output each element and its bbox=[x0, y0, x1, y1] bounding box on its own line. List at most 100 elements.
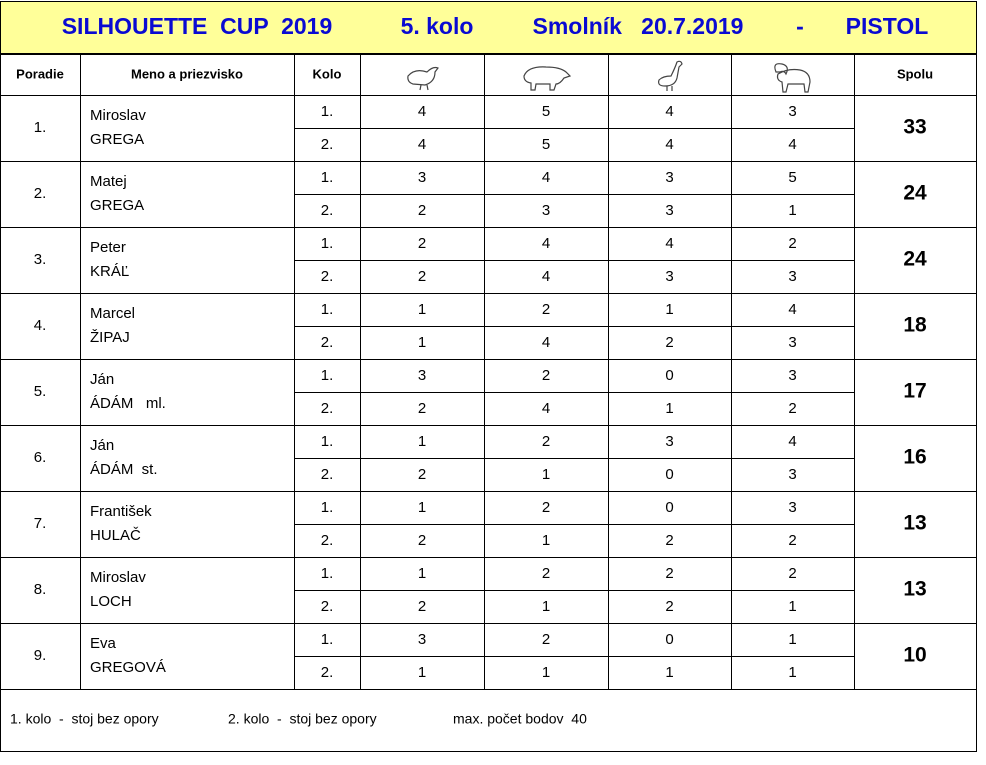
round-cell: 1. bbox=[321, 301, 334, 318]
last-name: GREGOVÁ bbox=[90, 659, 166, 676]
score-cell: 1 bbox=[788, 664, 796, 681]
score-cell: 1 bbox=[665, 664, 673, 681]
round-cell: 1. bbox=[321, 631, 334, 648]
score-cell: 5 bbox=[788, 169, 796, 186]
score-cell: 5 bbox=[542, 136, 550, 153]
round-cell: 1. bbox=[321, 499, 334, 516]
rank-cell: 9. bbox=[34, 647, 47, 664]
score-cell: 0 bbox=[665, 499, 673, 516]
last-name: GREGA bbox=[90, 131, 144, 148]
score-cell: 1 bbox=[542, 532, 550, 549]
rank-cell: 2. bbox=[34, 185, 47, 202]
icon-turkey bbox=[658, 60, 683, 91]
score-cell: 4 bbox=[788, 136, 796, 153]
score-cell: 3 bbox=[788, 466, 796, 483]
score-cell: 5 bbox=[542, 103, 550, 120]
score-cell: 1 bbox=[418, 499, 426, 516]
round-cell: 1. bbox=[321, 367, 334, 384]
score-cell: 2 bbox=[418, 235, 426, 252]
score-cell: 4 bbox=[418, 136, 426, 153]
rank-cell: 3. bbox=[34, 251, 47, 268]
score-cell: 1 bbox=[418, 334, 426, 351]
score-cell: 3 bbox=[788, 367, 796, 384]
score-cell: 2 bbox=[788, 400, 796, 417]
score-cell: 3 bbox=[418, 169, 426, 186]
score-cell: 2 bbox=[418, 202, 426, 219]
header-cell: Spolu bbox=[897, 66, 933, 81]
score-cell: 1 bbox=[665, 400, 673, 417]
total-cell: 17 bbox=[903, 380, 926, 403]
icon-ram bbox=[774, 63, 811, 93]
total-cell: 33 bbox=[903, 116, 926, 139]
score-cell: 1 bbox=[418, 664, 426, 681]
round-cell: 1. bbox=[321, 565, 334, 582]
last-name: ÁDÁM ml. bbox=[90, 395, 166, 412]
score-cell: 2 bbox=[542, 433, 550, 450]
score-cell: 3 bbox=[418, 631, 426, 648]
score-cell: 4 bbox=[788, 301, 796, 318]
first-name: Ján bbox=[90, 437, 114, 454]
title-part: PISTOL bbox=[846, 13, 929, 39]
footer-note: max. počet bodov 40 bbox=[453, 711, 587, 727]
icon-boar bbox=[523, 66, 572, 91]
score-cell: 4 bbox=[542, 334, 550, 351]
total-cell: 18 bbox=[903, 314, 927, 337]
score-cell: 1 bbox=[542, 598, 550, 615]
score-cell: 3 bbox=[418, 367, 426, 384]
score-cell: 2 bbox=[542, 631, 550, 648]
round-cell: 2. bbox=[321, 466, 334, 483]
score-cell: 3 bbox=[542, 202, 550, 219]
score-cell: 3 bbox=[665, 433, 673, 450]
score-cell: 3 bbox=[788, 103, 796, 120]
round-cell: 1. bbox=[321, 103, 334, 120]
last-name: GREGA bbox=[90, 197, 144, 214]
score-cell: 4 bbox=[542, 169, 550, 186]
score-cell: 2 bbox=[665, 334, 673, 351]
score-cell: 4 bbox=[542, 400, 550, 417]
title-bar bbox=[0, 1, 977, 54]
header-cell: Meno a priezvisko bbox=[131, 66, 243, 81]
score-cell: 4 bbox=[418, 103, 426, 120]
round-cell: 1. bbox=[321, 169, 334, 186]
table-frame bbox=[0, 54, 977, 752]
title-part: SILHOUETTE CUP 2019 bbox=[62, 13, 333, 39]
score-cell: 1 bbox=[542, 664, 550, 681]
rank-cell: 5. bbox=[34, 383, 47, 400]
total-cell: 10 bbox=[903, 644, 926, 667]
total-cell: 13 bbox=[903, 578, 926, 601]
first-name: František bbox=[90, 503, 152, 520]
score-cell: 3 bbox=[665, 202, 673, 219]
round-cell: 2. bbox=[321, 664, 334, 681]
score-cell: 2 bbox=[788, 565, 796, 582]
score-cell: 3 bbox=[665, 169, 673, 186]
score-cell: 2 bbox=[542, 565, 550, 582]
first-name: Peter bbox=[90, 239, 126, 256]
first-name: Marcel bbox=[90, 305, 135, 322]
rank-cell: 4. bbox=[34, 317, 47, 334]
first-name: Miroslav bbox=[90, 569, 146, 586]
first-name: Miroslav bbox=[90, 107, 146, 124]
round-cell: 2. bbox=[321, 532, 334, 549]
total-cell: 16 bbox=[903, 446, 926, 469]
rank-cell: 7. bbox=[34, 515, 47, 532]
round-cell: 2. bbox=[321, 268, 334, 285]
score-cell: 2 bbox=[788, 532, 796, 549]
score-cell: 0 bbox=[665, 466, 673, 483]
total-cell: 24 bbox=[903, 248, 927, 271]
score-cell: 3 bbox=[788, 334, 796, 351]
score-cell: 4 bbox=[788, 433, 796, 450]
last-name: ŽIPAJ bbox=[90, 329, 130, 346]
score-cell: 1 bbox=[788, 598, 796, 615]
total-cell: 24 bbox=[903, 182, 927, 205]
score-cell: 2 bbox=[418, 466, 426, 483]
score-cell: 2 bbox=[665, 598, 673, 615]
score-cell: 4 bbox=[665, 103, 673, 120]
icon-chicken bbox=[407, 66, 439, 91]
score-cell: 3 bbox=[788, 268, 796, 285]
round-cell: 2. bbox=[321, 202, 334, 219]
score-cell: 3 bbox=[665, 268, 673, 285]
score-cell: 1 bbox=[418, 433, 426, 450]
round-cell: 2. bbox=[321, 400, 334, 417]
round-cell: 2. bbox=[321, 598, 334, 615]
